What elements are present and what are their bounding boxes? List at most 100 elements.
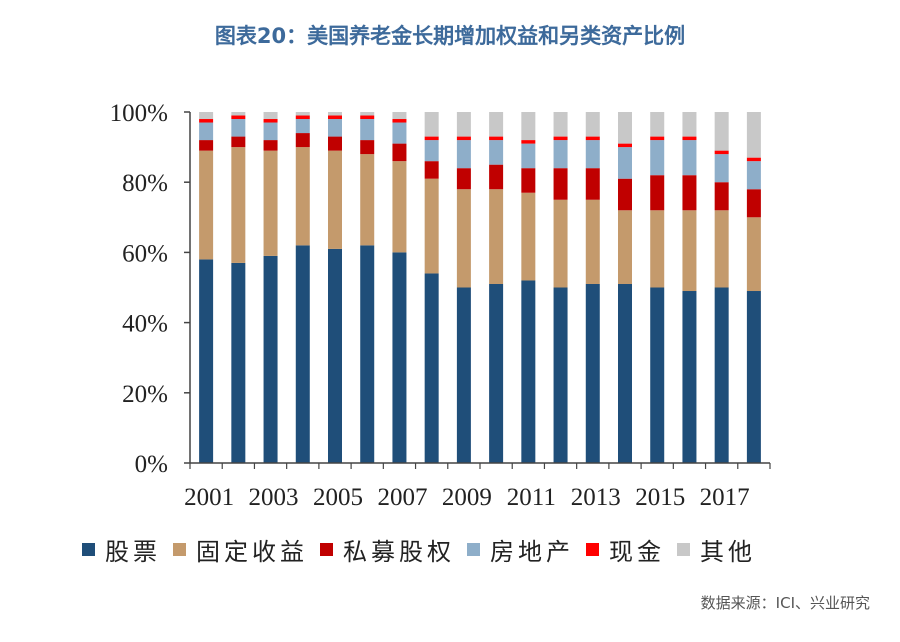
x-tick-label: 2015	[635, 484, 685, 511]
legend-swatch	[320, 543, 333, 556]
bar-segment	[328, 248, 342, 463]
bar-segment	[746, 161, 761, 190]
bar-segment	[553, 112, 568, 137]
y-tick-label: 60%	[122, 240, 168, 267]
bar-segment	[360, 154, 375, 246]
legend-label: 房地产	[490, 538, 574, 566]
bar-segment	[328, 136, 342, 151]
bar-segment	[199, 150, 214, 260]
bar-segment	[489, 136, 504, 141]
bar-segment	[295, 112, 310, 116]
bar-segment	[585, 112, 600, 137]
legend-item: 现金	[586, 532, 665, 567]
bar-segment	[295, 147, 310, 246]
bar-segment	[424, 161, 439, 179]
bar-segment	[714, 210, 729, 288]
bar-segment	[199, 119, 214, 123]
bars-group	[199, 112, 761, 463]
bar-segment	[585, 199, 600, 284]
bar-segment	[295, 115, 310, 120]
legend: 股票 固定收益 私募股权 房地产 现金 其他	[82, 532, 768, 567]
bar-segment	[650, 175, 665, 211]
bar-segment	[489, 112, 504, 137]
x-tick-label: 2009	[442, 484, 492, 511]
bar-segment	[263, 122, 278, 141]
bar-segment	[521, 280, 536, 463]
bar-segment	[456, 287, 471, 463]
bar-segment	[553, 136, 568, 141]
bar-segment	[456, 168, 471, 190]
legend-label: 固定收益	[196, 538, 308, 566]
bar-segment	[360, 245, 375, 463]
bar-segment	[360, 115, 375, 120]
bar-segment	[521, 143, 536, 169]
y-axis: 0% 20% 40% 60% 80% 100%	[110, 100, 191, 478]
bar-segment	[682, 140, 697, 176]
bar-segment	[328, 119, 342, 137]
legend-swatch	[82, 543, 95, 556]
bar-segment	[746, 189, 761, 218]
bar-segment	[424, 112, 439, 137]
bar-segment	[360, 119, 375, 141]
x-tick-label: 2007	[377, 484, 427, 511]
bar-segment	[746, 157, 761, 162]
legend-label: 其他	[700, 538, 756, 566]
x-tick-label: 2001	[184, 484, 234, 511]
bar-segment	[231, 136, 246, 148]
bar-segment	[489, 164, 504, 190]
bar-segment	[585, 283, 600, 463]
bar-segment	[618, 112, 632, 144]
bar-segment	[714, 287, 729, 463]
bar-segment	[392, 161, 407, 253]
bar-segment	[618, 147, 632, 179]
source-note: 数据来源：ICI、兴业研究	[700, 594, 870, 612]
bar-segment	[392, 119, 407, 123]
legend-swatch	[173, 543, 186, 556]
bar-segment	[521, 168, 536, 193]
bar-segment	[650, 140, 665, 176]
bar-segment	[682, 136, 697, 141]
bar-segment	[231, 147, 246, 263]
bar-segment	[618, 178, 632, 211]
bar-segment	[424, 140, 439, 162]
bar-segment	[618, 143, 632, 148]
bar-segment	[650, 287, 665, 463]
bar-segment	[263, 255, 278, 463]
bar-segment	[585, 136, 600, 141]
bar-segment	[553, 168, 568, 200]
bar-segment	[521, 140, 536, 144]
bar-segment	[424, 178, 439, 274]
bar-segment	[553, 140, 568, 169]
bar-segment	[328, 112, 342, 116]
x-tick-label: 2005	[313, 484, 363, 511]
bar-segment	[714, 150, 729, 155]
legend-swatch	[586, 543, 599, 556]
bar-segment	[231, 119, 246, 137]
bar-segment	[199, 140, 214, 151]
x-tick-label: 2017	[700, 484, 750, 511]
legend-item: 房地产	[467, 532, 574, 567]
legend-item: 其他	[677, 532, 756, 567]
bar-segment	[456, 140, 471, 169]
legend-item: 固定收益	[173, 532, 308, 567]
chart-title: 图表20：美国养老金长期增加权益和另类资产比例	[214, 24, 686, 48]
legend-label: 现金	[609, 538, 665, 566]
bar-segment	[585, 140, 600, 169]
x-tick-label: 2013	[571, 484, 621, 511]
bar-segment	[553, 287, 568, 463]
bar-segment	[618, 283, 632, 463]
bar-segment	[618, 210, 632, 284]
legend-swatch	[467, 543, 480, 556]
bar-segment	[263, 150, 278, 256]
bar-segment	[650, 210, 665, 288]
bar-segment	[489, 189, 504, 284]
bar-segment	[456, 189, 471, 288]
bar-segment	[489, 283, 504, 463]
y-tick-label: 80%	[122, 170, 168, 197]
bar-segment	[682, 175, 697, 211]
bar-segment	[263, 140, 278, 151]
bar-segment	[585, 168, 600, 200]
y-tick-label: 40%	[122, 311, 168, 338]
bar-segment	[714, 112, 729, 151]
